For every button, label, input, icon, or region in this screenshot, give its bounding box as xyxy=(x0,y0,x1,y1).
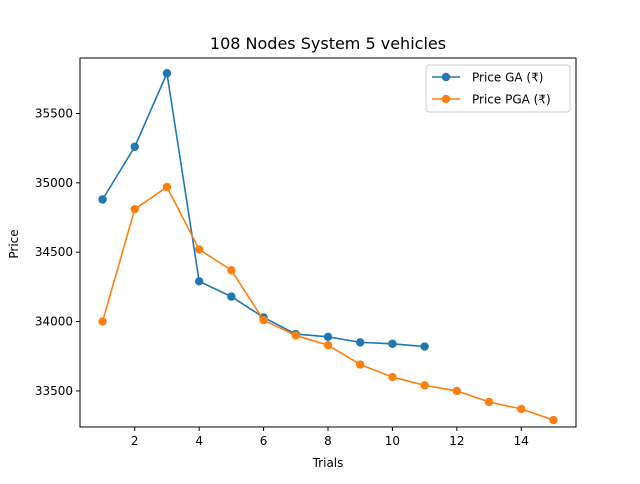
series-1-point xyxy=(420,342,429,351)
y-tick-label: 33500 xyxy=(35,384,73,398)
series-1-point xyxy=(356,338,365,347)
x-tick-label: 14 xyxy=(514,434,529,448)
series-2-point xyxy=(452,386,462,396)
x-tick-label: 2 xyxy=(131,434,139,448)
series-1-point xyxy=(388,339,397,348)
series-2-point xyxy=(98,317,107,326)
series-2-point xyxy=(162,182,172,192)
x-tick-label: 6 xyxy=(260,434,268,448)
series-1-point xyxy=(130,142,139,151)
y-tick-label: 34500 xyxy=(35,245,73,259)
series-2-point xyxy=(194,245,204,254)
series-1-point xyxy=(227,292,236,301)
series-2-point xyxy=(130,205,139,214)
series-2-point xyxy=(227,266,236,275)
series-2-point xyxy=(259,315,268,325)
x-axis-label: Trials xyxy=(312,456,344,470)
plot-area: 2 4 6 8 10 12 14 33500 34000 34500 35000 35500 xyxy=(35,57,577,448)
series-2-point xyxy=(323,340,333,350)
series-2-point xyxy=(517,404,526,414)
legend-marker-2 xyxy=(441,94,451,104)
series-1-point xyxy=(162,69,172,78)
series-2-point xyxy=(388,372,397,382)
chart-title: 108 Nodes System 5 vehicles xyxy=(210,34,446,53)
series-2-point xyxy=(291,331,300,340)
series-2-point xyxy=(484,397,494,407)
legend: Price GA (₹) Price PGA (₹) xyxy=(425,64,571,113)
x-tick-label: 4 xyxy=(195,434,203,448)
series-2-point xyxy=(356,360,365,369)
series-2-point xyxy=(420,381,429,390)
x-tick-label: 12 xyxy=(449,434,464,448)
y-tick-label: 35000 xyxy=(35,176,73,190)
y-tick-label: 35500 xyxy=(35,106,73,120)
series-1-point xyxy=(194,277,204,286)
series-1-point xyxy=(98,195,107,204)
y-tick-label: 34000 xyxy=(35,315,73,329)
series-2-point xyxy=(549,415,558,425)
x-tick-label: 8 xyxy=(324,434,332,448)
y-axis-label: Price xyxy=(7,229,21,258)
legend-label-2: Price PGA (₹) xyxy=(472,93,551,107)
legend-box xyxy=(425,64,571,113)
legend-label-1: Price GA (₹) xyxy=(472,71,543,85)
x-tick-label: 10 xyxy=(385,434,400,448)
legend-marker-1 xyxy=(441,72,451,82)
series-1-point xyxy=(323,332,333,342)
